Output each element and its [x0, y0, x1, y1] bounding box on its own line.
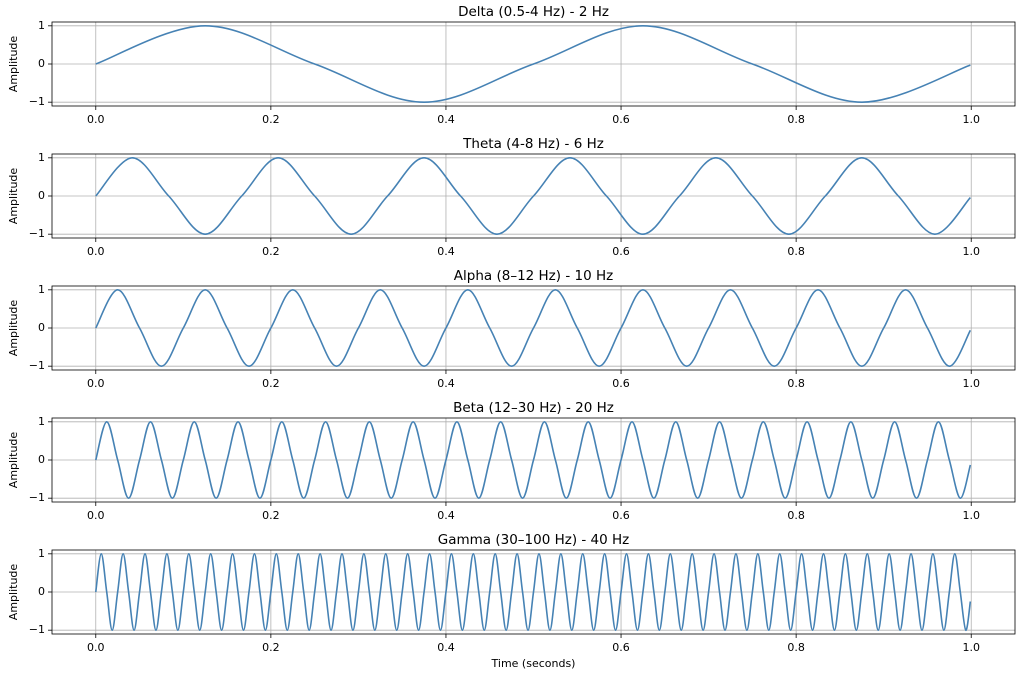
x-tick-label: 1.0	[962, 509, 980, 522]
subplot-title: Delta (0.5-4 Hz) - 2 Hz	[458, 4, 609, 20]
y-axis-label: Amplitude	[7, 300, 20, 357]
x-tick-label: 0.8	[787, 113, 805, 126]
x-tick-label: 0.2	[262, 509, 280, 522]
y-tick-label: 0	[38, 57, 45, 70]
x-tick-label: 0.8	[787, 641, 805, 654]
y-tick-label: 0	[38, 585, 45, 598]
y-tick-label: 0	[38, 321, 45, 334]
x-tick-label: 0.0	[87, 245, 105, 258]
subplot-title: Alpha (8–12 Hz) - 10 Hz	[454, 268, 613, 284]
y-axis-label: Amplitude	[7, 168, 20, 225]
x-tick-label: 0.2	[262, 245, 280, 258]
y-tick-label: 1	[38, 415, 45, 428]
x-tick-label: 0.6	[612, 641, 630, 654]
signal-line	[95, 289, 972, 367]
signal-line	[95, 157, 971, 235]
axes-frame	[51, 549, 1016, 635]
y-tick-label: 1	[38, 547, 45, 560]
y-tick-label: −1	[29, 491, 45, 504]
y-tick-label: 0	[38, 189, 45, 202]
y-tick-label: 1	[38, 283, 45, 296]
x-tick-label: 0.2	[262, 641, 280, 654]
x-tick-label: 0.8	[787, 509, 805, 522]
signal-line	[95, 421, 972, 499]
x-tick-label: 0.0	[87, 641, 105, 654]
x-tick-label: 1.0	[962, 377, 980, 390]
axes-frame	[51, 285, 1016, 371]
y-axis-label: Amplitude	[7, 564, 20, 621]
y-tick-label: 1	[38, 19, 45, 32]
signal-line	[95, 25, 971, 103]
axes-frame	[51, 153, 1016, 239]
x-tick-label: 0.8	[787, 245, 805, 258]
y-tick-label: −1	[29, 359, 45, 372]
y-tick-label: 0	[38, 453, 45, 466]
x-tick-label: 0.0	[87, 113, 105, 126]
y-tick-label: −1	[29, 623, 45, 636]
axes-frame	[51, 21, 1016, 107]
y-tick-label: −1	[29, 227, 45, 240]
subplot-title: Theta (4-8 Hz) - 6 Hz	[462, 136, 604, 152]
subplot-title: Gamma (30–100 Hz) - 40 Hz	[438, 532, 630, 548]
y-tick-label: −1	[29, 95, 45, 108]
x-tick-label: 1.0	[962, 245, 980, 258]
axes-frame	[51, 417, 1016, 503]
signal-line	[94, 553, 972, 631]
x-tick-label: 0.4	[437, 245, 455, 258]
x-tick-label: 0.6	[612, 113, 630, 126]
x-tick-label: 0.2	[262, 377, 280, 390]
x-tick-label: 0.4	[437, 377, 455, 390]
x-tick-label: 0.6	[612, 377, 630, 390]
x-tick-label: 0.4	[437, 509, 455, 522]
x-tick-label: 0.6	[612, 509, 630, 522]
x-tick-label: 0.0	[87, 377, 105, 390]
x-tick-label: 0.6	[612, 245, 630, 258]
x-axis-label: Time (seconds)	[491, 657, 576, 670]
x-tick-label: 1.0	[962, 113, 980, 126]
x-tick-label: 1.0	[962, 641, 980, 654]
x-tick-label: 0.4	[437, 641, 455, 654]
x-tick-label: 0.0	[87, 509, 105, 522]
subplot-title: Beta (12–30 Hz) - 20 Hz	[453, 400, 614, 416]
x-tick-label: 0.8	[787, 377, 805, 390]
y-axis-label: Amplitude	[7, 36, 20, 93]
x-tick-label: 0.2	[262, 113, 280, 126]
x-tick-label: 0.4	[437, 113, 455, 126]
y-tick-label: 1	[38, 151, 45, 164]
y-axis-label: Amplitude	[7, 432, 20, 489]
